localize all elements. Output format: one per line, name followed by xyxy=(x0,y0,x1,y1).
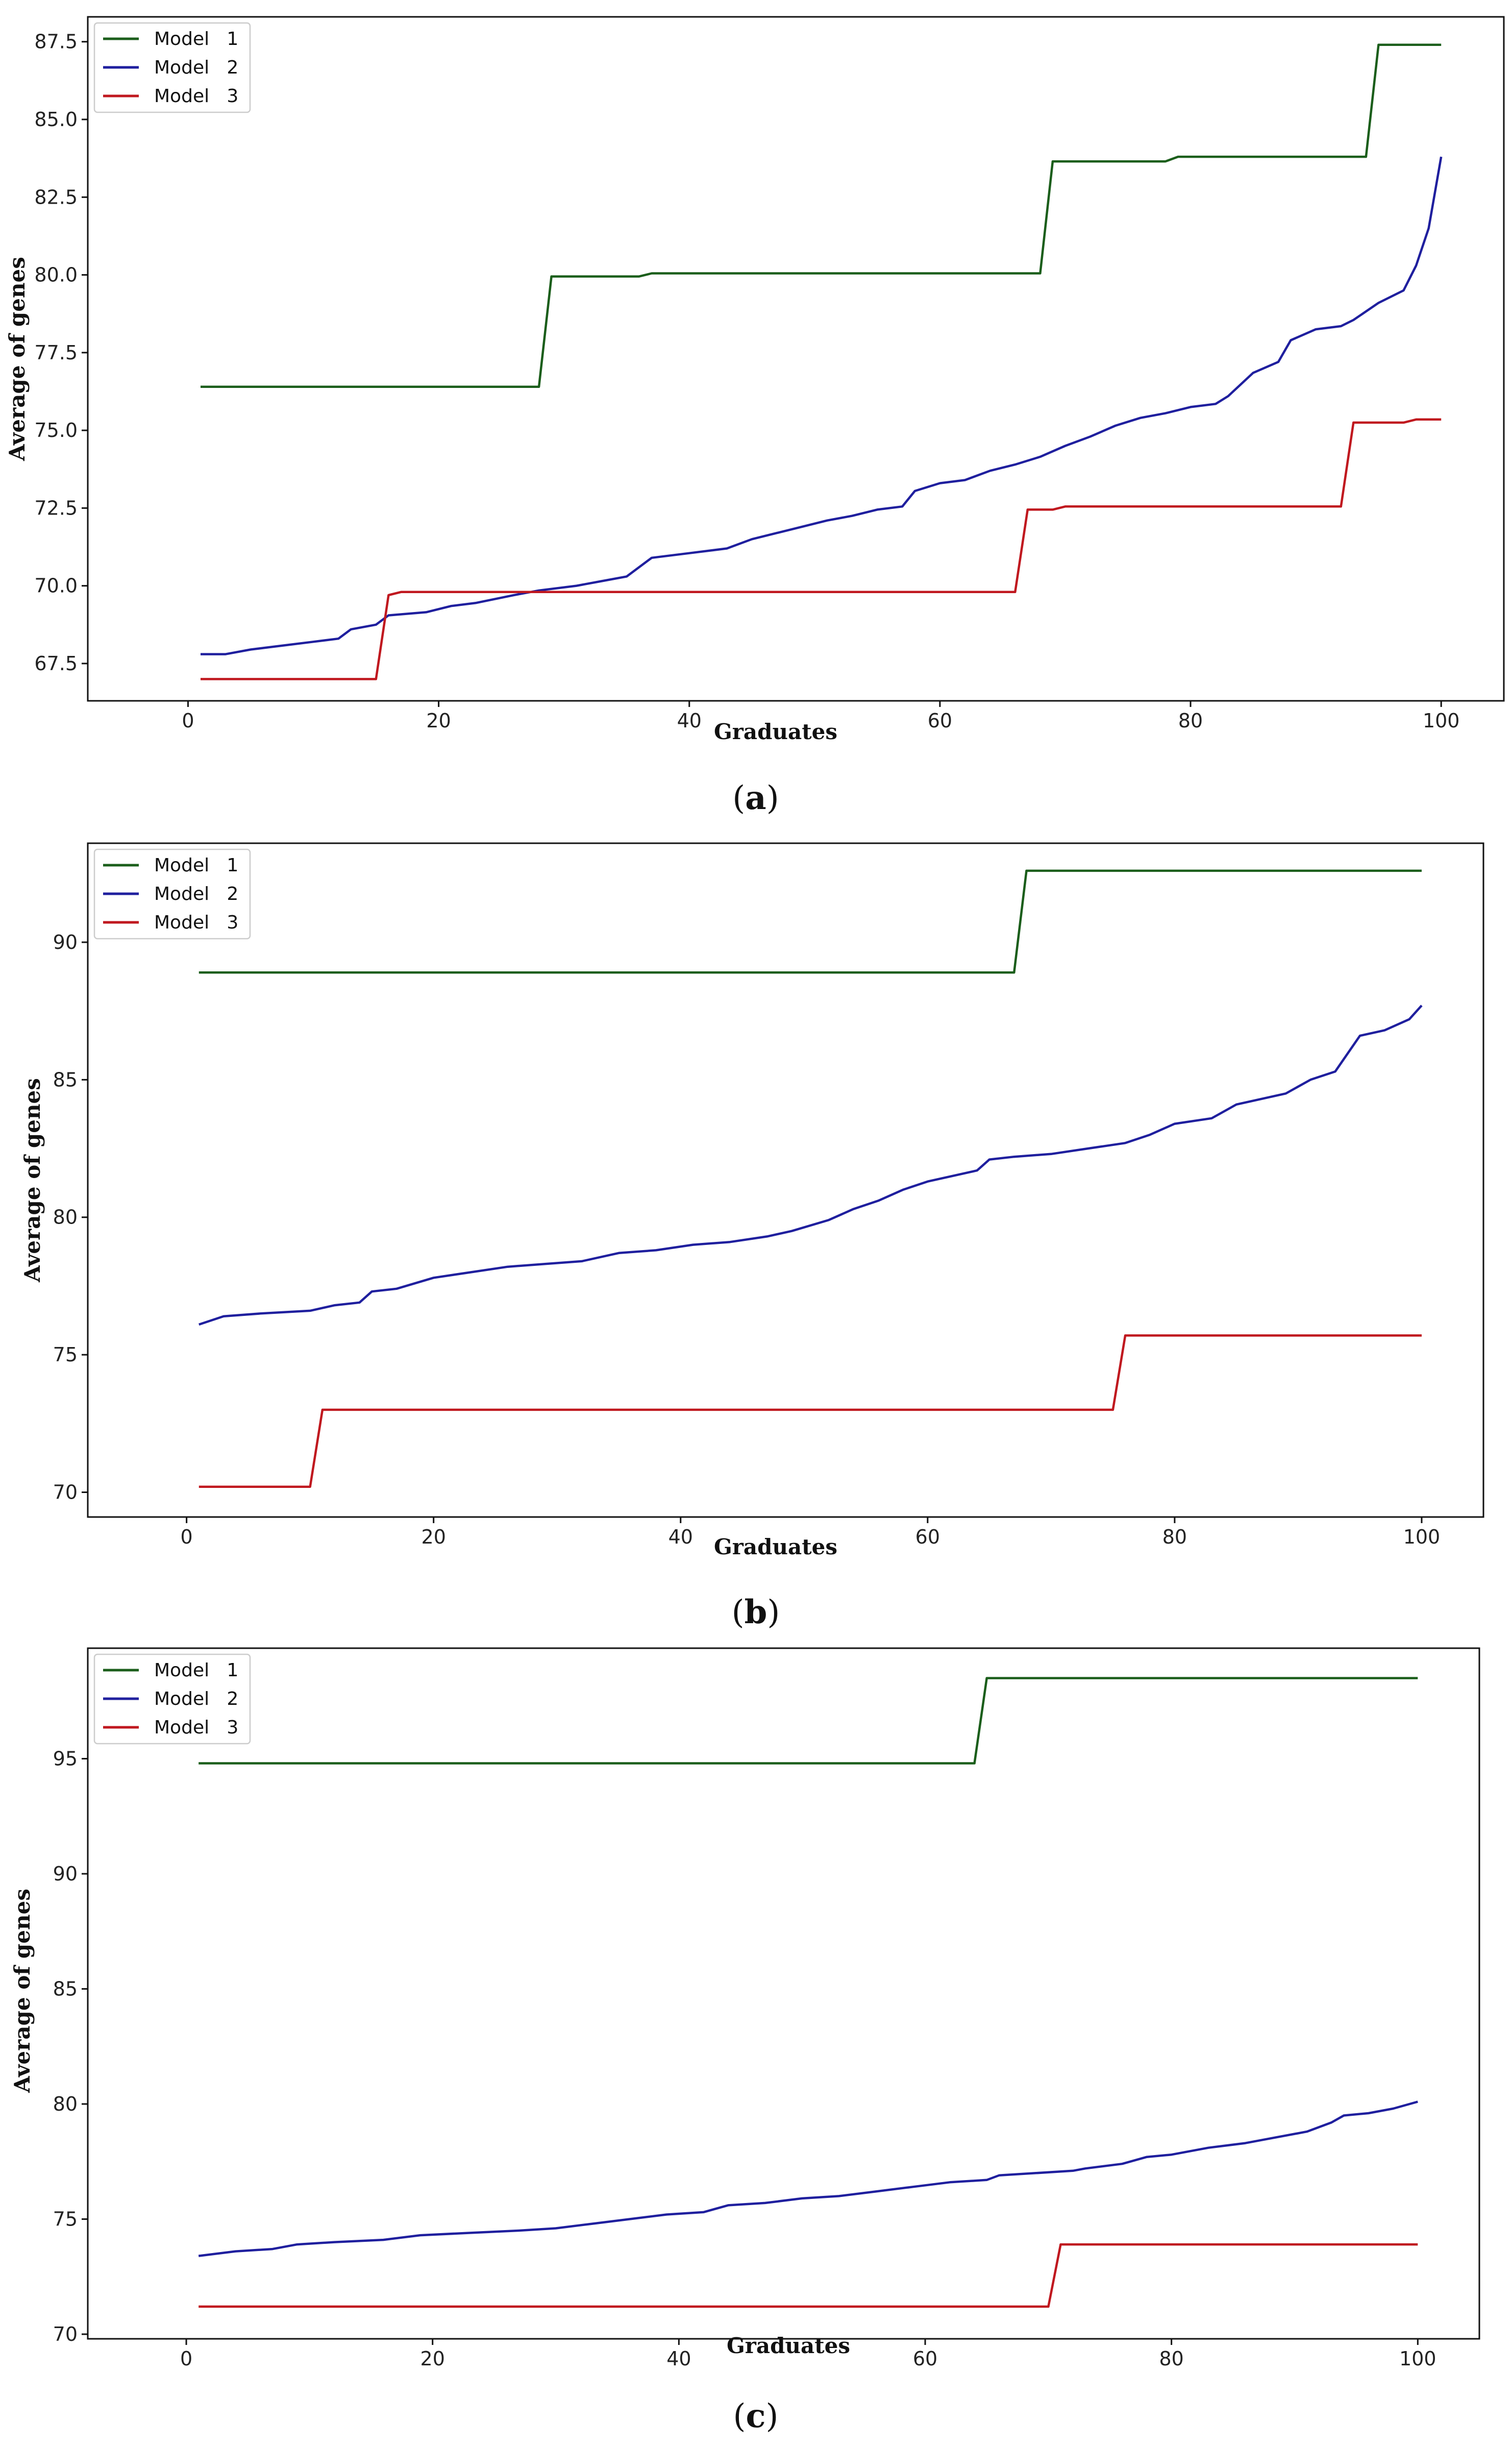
series-line-model-3 xyxy=(199,1334,1422,1488)
legend: Model 1 Model 2 Model 3 xyxy=(93,848,251,940)
y-axis-label: Average of genes xyxy=(5,257,30,461)
x-ticks: 0 20 40 60 80 100 xyxy=(181,1517,1441,1548)
legend-label-model-2: Model 2 xyxy=(154,1689,238,1709)
y-tick-label: 82.5 xyxy=(34,186,78,208)
series-line-model-1 xyxy=(199,1677,1418,1765)
x-tick-label: 100 xyxy=(1423,710,1460,732)
series-line-model-1 xyxy=(201,43,1442,388)
series-lines xyxy=(198,1677,1418,2308)
x-ticks: 0 20 40 60 80 100 xyxy=(180,2339,1436,2370)
series-line-model-2 xyxy=(201,156,1443,655)
legend-box xyxy=(93,1653,251,1745)
y-tick-label: 85 xyxy=(53,1977,78,2000)
y-tick-label: 90 xyxy=(53,931,78,953)
chart-c: 70 75 80 85 90 95 0 20 40 60 80 100 Graduates Aver… xyxy=(10,1647,1480,2435)
legend-label-model-3: Model 3 xyxy=(154,86,238,107)
x-tick-label: 20 xyxy=(420,2347,445,2370)
y-tick-label: 80.0 xyxy=(34,264,78,286)
x-tick-label: 0 xyxy=(180,2347,192,2370)
x-axis-label: Graduates xyxy=(714,719,837,744)
chart-b: 70 75 80 85 90 0 20 40 60 80 100 Graduates Averag… xyxy=(20,842,1484,1631)
y-tick-label: 87.5 xyxy=(34,31,78,53)
series-line-model-2 xyxy=(199,1005,1423,1326)
y-tick-label: 70 xyxy=(53,2323,78,2345)
x-tick-label: 40 xyxy=(677,710,702,732)
y-tick-label: 70 xyxy=(53,1481,78,1504)
x-tick-label: 100 xyxy=(1403,1526,1441,1548)
plot-frame xyxy=(87,842,1484,1518)
legend: Model 1 Model 2 Model 3 xyxy=(93,1653,251,1745)
x-tick-label: 0 xyxy=(182,710,194,732)
legend: Model 1 Model 2 Model 3 xyxy=(93,22,251,113)
y-tick-label: 80 xyxy=(53,1206,78,1229)
caption: (a) xyxy=(732,779,779,817)
legend-label-model-3: Model 3 xyxy=(154,912,238,933)
y-tick-label: 75.0 xyxy=(34,419,78,442)
y-ticks: 70 75 80 85 90 xyxy=(53,931,88,1504)
y-tick-label: 95 xyxy=(53,1747,78,1770)
chart-a: 67.5 70.0 72.5 75.0 77.5 80.0 82.5 85.0 87.5 0 20… xyxy=(5,16,1505,817)
legend-box xyxy=(93,22,251,113)
series-line-model-3 xyxy=(201,418,1442,680)
legend-box xyxy=(93,848,251,940)
caption: (b) xyxy=(732,1593,780,1631)
x-tick-label: 60 xyxy=(928,710,952,732)
series-lines xyxy=(199,869,1423,1488)
caption: (c) xyxy=(733,2397,779,2435)
y-axis-label: Average of genes xyxy=(10,1889,35,2093)
y-tick-label: 70.0 xyxy=(34,575,78,597)
x-axis-label: Graduates xyxy=(727,2333,850,2358)
plot-frame xyxy=(87,1647,1480,2340)
x-tick-label: 40 xyxy=(668,1526,693,1548)
x-tick-label: 60 xyxy=(913,2347,937,2370)
legend-label-model-1: Model 1 xyxy=(154,855,238,876)
x-tick-label: 20 xyxy=(422,1526,446,1548)
x-tick-label: 80 xyxy=(1178,710,1203,732)
x-axis-label: Graduates xyxy=(714,1534,837,1559)
y-tick-label: 75 xyxy=(53,1343,78,1366)
y-tick-label: 85.0 xyxy=(34,108,78,131)
y-axis-label: Average of genes xyxy=(20,1078,45,1283)
legend-label-model-2: Model 2 xyxy=(154,57,238,78)
y-tick-label: 67.5 xyxy=(34,652,78,675)
legend-label-model-1: Model 1 xyxy=(154,1660,238,1681)
y-tick-label: 72.5 xyxy=(34,497,78,519)
x-tick-label: 100 xyxy=(1399,2347,1436,2370)
x-tick-label: 80 xyxy=(1159,2347,1184,2370)
y-ticks: 70 75 80 85 90 95 xyxy=(53,1747,88,2345)
caption-letter: a xyxy=(745,779,766,817)
y-tick-label: 80 xyxy=(53,2093,78,2115)
series-line-model-1 xyxy=(199,869,1422,974)
legend-label-model-3: Model 3 xyxy=(154,1717,238,1738)
y-tick-label: 85 xyxy=(53,1068,78,1091)
x-tick-label: 60 xyxy=(915,1526,940,1548)
series-line-model-3 xyxy=(199,2243,1418,2308)
y-ticks: 67.5 70.0 72.5 75.0 77.5 80.0 82.5 85.0 87.5 xyxy=(34,31,88,675)
caption-letter: c xyxy=(746,2397,766,2435)
x-tick-label: 0 xyxy=(181,1526,193,1548)
x-ticks: 0 20 40 60 80 100 xyxy=(182,701,1459,732)
x-tick-label: 40 xyxy=(666,2347,691,2370)
x-tick-label: 20 xyxy=(426,710,451,732)
x-tick-label: 80 xyxy=(1162,1526,1187,1548)
y-tick-label: 75 xyxy=(53,2208,78,2230)
series-line-model-2 xyxy=(198,2100,1418,2257)
legend-label-model-2: Model 2 xyxy=(154,884,238,904)
y-tick-label: 90 xyxy=(53,1863,78,1885)
y-tick-label: 77.5 xyxy=(34,341,78,364)
caption-letter: b xyxy=(745,1593,767,1631)
legend-label-model-1: Model 1 xyxy=(154,29,238,50)
plot-frame xyxy=(87,16,1505,702)
series-lines xyxy=(201,43,1443,680)
